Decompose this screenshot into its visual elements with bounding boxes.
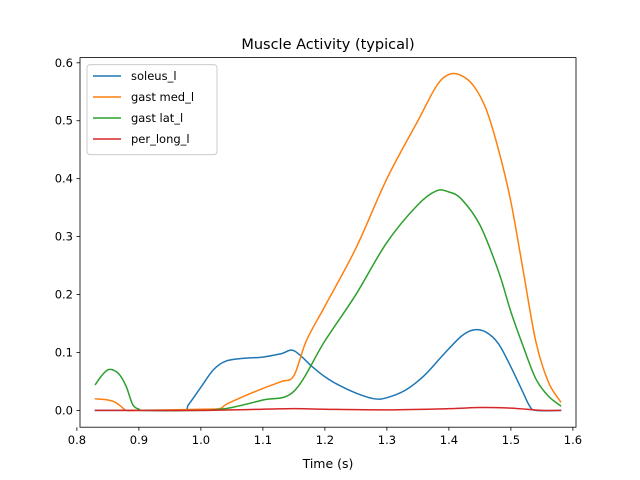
x-tick-label: 1.3 xyxy=(378,433,396,447)
x-axis-label: Time (s) xyxy=(302,456,354,471)
series-line-per-long-l xyxy=(94,406,562,412)
y-tick-label: 0.3 xyxy=(55,230,73,244)
series-line-soleus-l xyxy=(94,328,562,412)
x-tick-label: 1.2 xyxy=(316,433,334,447)
legend-label: gast med_l xyxy=(131,90,194,104)
x-tick-label: 0.8 xyxy=(68,433,86,447)
y-tick-label: 0.2 xyxy=(55,288,73,302)
y-tick-label: 0.0 xyxy=(55,403,73,417)
x-tick-label: 0.9 xyxy=(130,433,148,447)
x-tick-label: 1.4 xyxy=(440,433,458,447)
x-tick-label: 1.0 xyxy=(192,433,210,447)
x-tick-label: 1.5 xyxy=(502,433,520,447)
y-tick-label: 0.6 xyxy=(55,56,73,70)
chart-title: Muscle Activity (typical) xyxy=(241,37,414,53)
y-axis-ticks: 0.0 0.1 0.2 0.3 0.4 0.5 0.6 xyxy=(55,56,80,417)
axes-frame xyxy=(79,57,577,428)
y-tick-label: 0.1 xyxy=(55,345,73,359)
x-axis-ticks: 0.8 0.9 1.0 1.1 1.2 1.3 1.4 1.5 1.6 xyxy=(68,427,582,447)
x-tick-label: 1.1 xyxy=(254,433,272,447)
legend-label: soleus_l xyxy=(131,69,177,83)
plot-lines xyxy=(94,72,562,412)
legend-label: per_long_l xyxy=(131,132,190,146)
legend-label: gast lat_l xyxy=(131,111,183,125)
x-tick-label: 1.6 xyxy=(564,433,582,447)
y-tick-label: 0.4 xyxy=(55,172,73,186)
series-line-gast-lat-l xyxy=(94,189,562,412)
legend-box xyxy=(86,64,218,156)
y-tick-label: 0.5 xyxy=(55,114,73,128)
